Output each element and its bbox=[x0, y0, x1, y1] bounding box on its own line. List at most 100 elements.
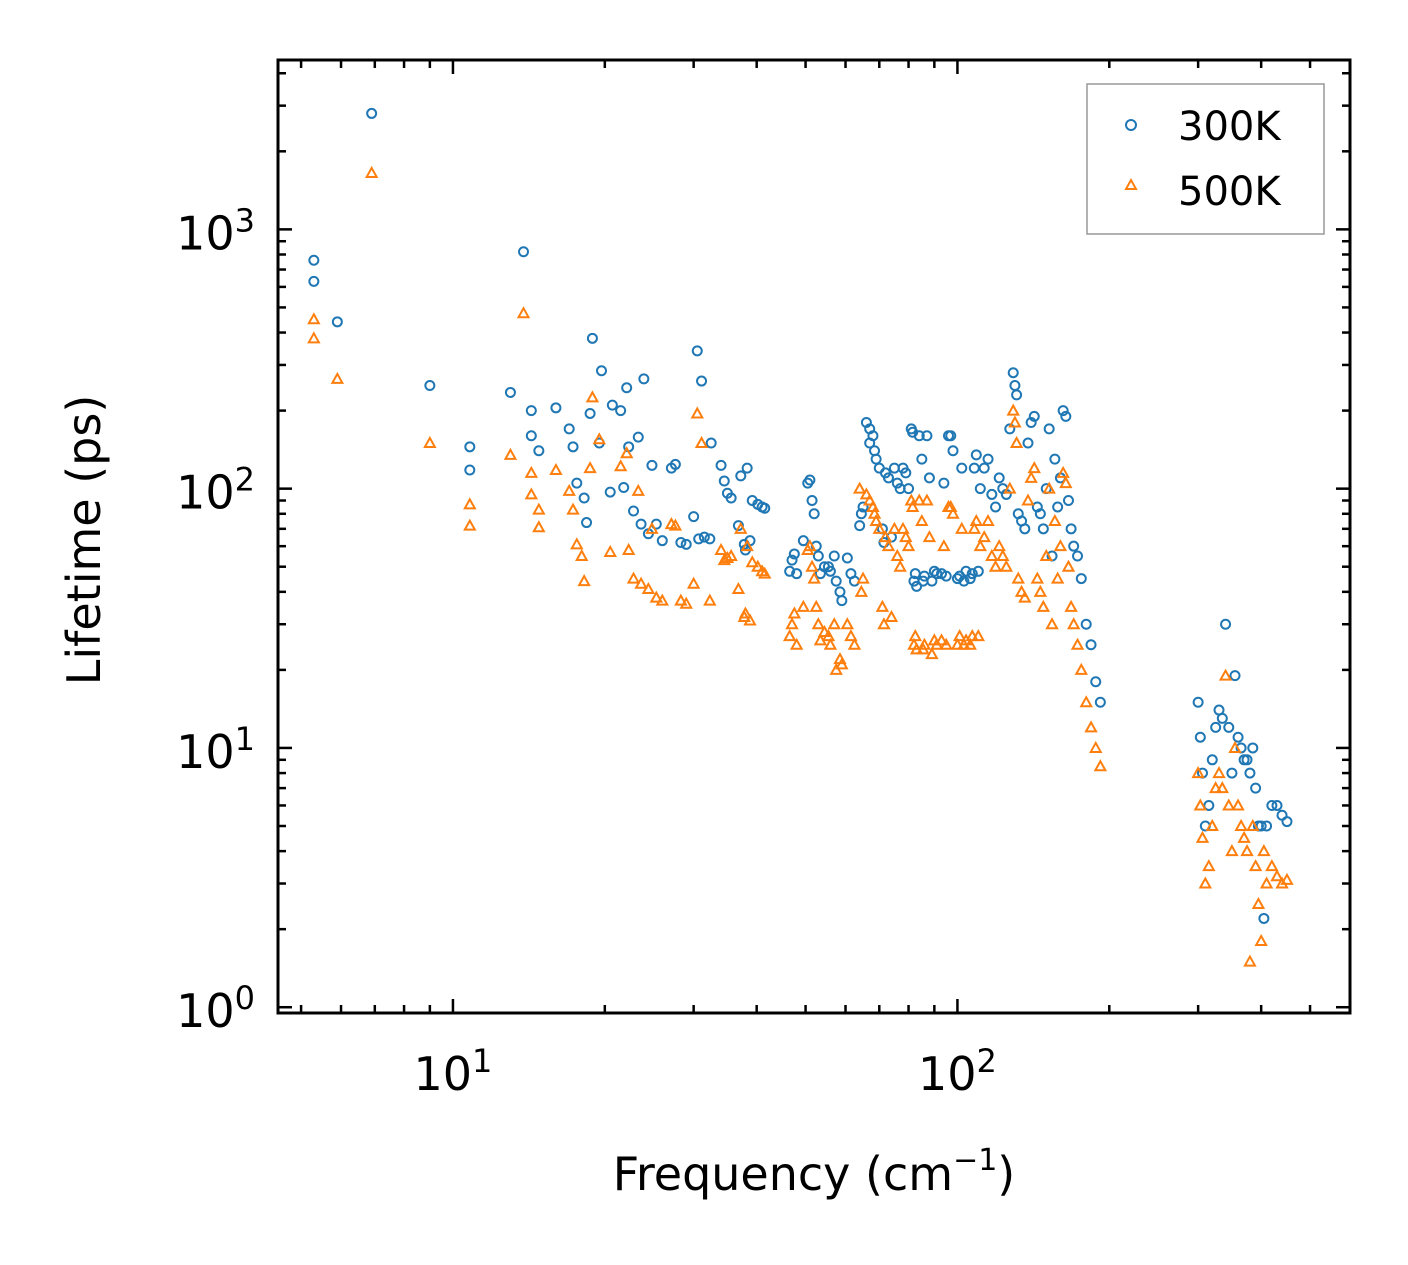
data-point-500k bbox=[592, 432, 606, 445]
data-point-500k bbox=[1198, 876, 1213, 889]
data-point-300k bbox=[1232, 731, 1244, 743]
data-point-300k bbox=[1075, 573, 1087, 585]
data-point-500k bbox=[877, 617, 891, 630]
data-point-500k bbox=[875, 599, 890, 612]
data-point-300k bbox=[828, 550, 840, 562]
data-point-500k bbox=[854, 584, 869, 597]
legend-box bbox=[1086, 83, 1325, 235]
data-point-500k bbox=[575, 548, 589, 561]
data-point-500k bbox=[1191, 766, 1205, 779]
data-point-300k bbox=[926, 575, 938, 587]
data-point-500k bbox=[985, 548, 999, 561]
data-point-500k bbox=[893, 559, 907, 572]
data-point-500k bbox=[890, 548, 905, 561]
data-point-300k bbox=[956, 462, 968, 474]
data-point-300k bbox=[882, 472, 894, 484]
data-point-300k bbox=[857, 501, 869, 513]
data-point-500k bbox=[1042, 481, 1056, 494]
x-tick-label-1: 102 bbox=[918, 1042, 997, 1101]
data-point-500k bbox=[1036, 599, 1051, 612]
data-point-500k bbox=[1070, 637, 1085, 650]
data-point-300k bbox=[786, 554, 798, 566]
data-point-500k bbox=[1208, 781, 1223, 794]
data-point-500k bbox=[1006, 403, 1020, 416]
data-point-300k bbox=[970, 449, 982, 461]
data-point-500k bbox=[1225, 844, 1239, 857]
data-point-500k bbox=[1079, 695, 1093, 708]
data-point-500k bbox=[917, 637, 932, 650]
data-point-300k bbox=[978, 462, 990, 474]
data-point-500k bbox=[1228, 740, 1242, 753]
data-point-500k bbox=[884, 609, 899, 622]
data-point-300k bbox=[993, 472, 1005, 484]
data-point-500k bbox=[423, 435, 437, 448]
data-point-500k bbox=[1011, 571, 1025, 584]
data-point-500k bbox=[1027, 461, 1041, 474]
data-point-300k bbox=[974, 483, 986, 495]
data-point-300k bbox=[836, 595, 848, 607]
data-point-300k bbox=[940, 570, 952, 582]
series-500k bbox=[307, 165, 1294, 967]
data-point-500k bbox=[532, 502, 546, 515]
data-point-500k bbox=[463, 497, 477, 510]
data-point-300k bbox=[759, 502, 771, 514]
data-point-300k bbox=[1085, 639, 1097, 651]
data-point-500k bbox=[1215, 781, 1230, 794]
data-point-500k bbox=[1265, 859, 1279, 872]
data-point-500k bbox=[805, 559, 819, 572]
data-point-300k bbox=[1062, 495, 1074, 507]
data-point-300k bbox=[704, 533, 716, 545]
data-point-500k bbox=[1033, 584, 1048, 597]
data-point-300k bbox=[1203, 799, 1215, 811]
y-axis-label: Lifetime (ps) bbox=[57, 395, 111, 686]
x-tick-label-0: 101 bbox=[413, 1042, 492, 1101]
data-point-300k bbox=[812, 550, 824, 562]
y-tick-label-2: 102 bbox=[176, 461, 255, 520]
data-point-500k bbox=[969, 513, 984, 527]
data-point-300k bbox=[688, 511, 700, 523]
data-point-300k bbox=[308, 254, 320, 266]
data-point-500k bbox=[896, 521, 910, 534]
data-point-500k bbox=[1053, 539, 1068, 552]
data-point-300k bbox=[928, 565, 940, 577]
data-point-300k bbox=[870, 453, 882, 465]
data-point-500k bbox=[789, 637, 804, 650]
data-point-300k bbox=[525, 405, 537, 417]
data-point-500k bbox=[803, 539, 817, 552]
data-point-500k bbox=[811, 617, 826, 630]
data-point-500k bbox=[738, 606, 753, 619]
data-point-300k bbox=[806, 495, 818, 507]
data-point-500k bbox=[1240, 844, 1254, 857]
data-point-500k bbox=[785, 617, 799, 630]
data-point-300k bbox=[947, 445, 959, 457]
data-point-500k bbox=[1270, 869, 1284, 882]
data-point-300k bbox=[966, 568, 978, 580]
data-point-300k bbox=[972, 565, 984, 577]
data-point-500k bbox=[307, 331, 321, 344]
data-point-300k bbox=[903, 483, 915, 495]
data-point-500k bbox=[583, 461, 597, 474]
data-point-300k bbox=[808, 508, 820, 520]
data-point-300k bbox=[1250, 782, 1262, 794]
data-point-500k bbox=[1222, 798, 1236, 811]
data-point-500k bbox=[869, 513, 883, 527]
data-point-500k bbox=[1021, 493, 1035, 506]
data-point-300k bbox=[916, 453, 928, 465]
data-point-500k bbox=[758, 566, 772, 579]
data-point-500k bbox=[844, 629, 858, 642]
data-point-500k bbox=[807, 571, 821, 584]
data-point-500k bbox=[1259, 876, 1274, 889]
legend-marker-300k bbox=[1125, 119, 1137, 131]
data-point-300k bbox=[958, 575, 970, 587]
data-point-300k bbox=[1057, 405, 1069, 417]
data-point-500k bbox=[1074, 662, 1088, 675]
data-point-500k bbox=[988, 559, 1003, 572]
data-point-300k bbox=[1065, 523, 1077, 535]
data-point-500k bbox=[1066, 617, 1081, 630]
data-point-300k bbox=[867, 430, 879, 442]
data-point-500k bbox=[524, 487, 539, 500]
data-point-500k bbox=[1084, 720, 1098, 733]
data-point-500k bbox=[955, 521, 969, 534]
data-point-300k bbox=[1247, 742, 1259, 754]
data-point-500k bbox=[1059, 476, 1073, 489]
